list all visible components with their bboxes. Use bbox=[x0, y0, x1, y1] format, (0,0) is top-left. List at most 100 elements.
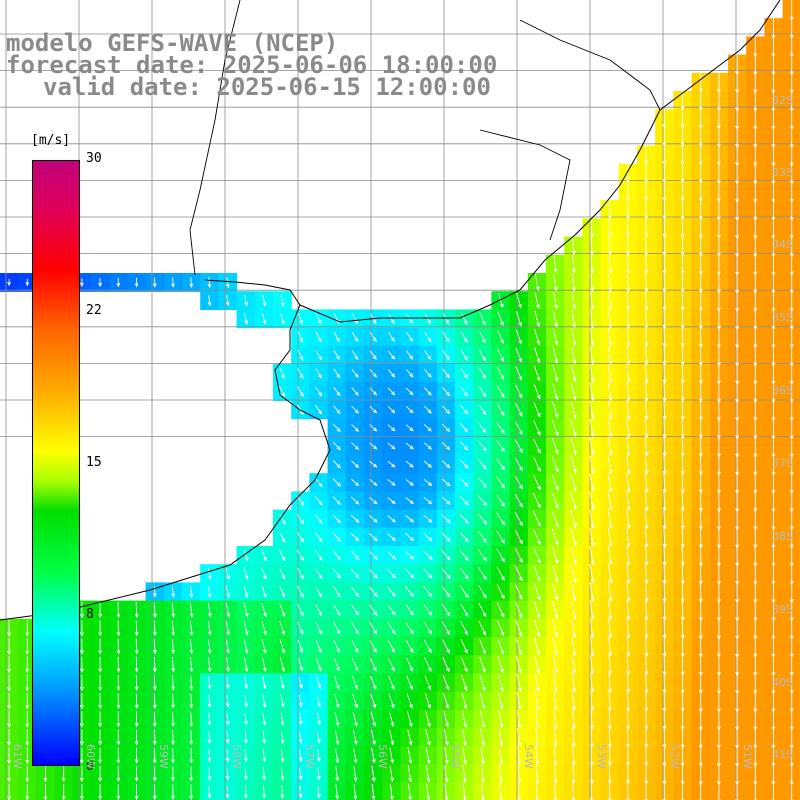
wind-arrow bbox=[387, 460, 396, 468]
wind-arrow bbox=[589, 509, 595, 529]
wind-arrow bbox=[442, 368, 450, 379]
wind-arrow bbox=[423, 460, 433, 468]
wind-arrow bbox=[535, 764, 540, 784]
wind-arrow bbox=[370, 711, 377, 727]
wind-arrow bbox=[387, 533, 396, 542]
wind-arrow bbox=[514, 565, 523, 582]
wind-arrow bbox=[333, 657, 340, 672]
wind-arrow bbox=[406, 675, 413, 691]
wind-arrow bbox=[608, 327, 613, 347]
wind-arrow bbox=[353, 748, 358, 764]
wind-arrow bbox=[626, 599, 631, 621]
wind-arrow bbox=[533, 493, 541, 509]
wind-arrow bbox=[535, 746, 540, 766]
wind-arrow bbox=[389, 747, 395, 764]
wind-arrow bbox=[626, 254, 631, 275]
wind-arrow bbox=[478, 477, 487, 488]
wind-arrow bbox=[514, 511, 523, 527]
wind-arrow bbox=[497, 674, 504, 692]
wind-arrow bbox=[680, 599, 685, 622]
wind-arrow bbox=[771, 780, 776, 800]
wind-arrow bbox=[262, 749, 267, 763]
wind-arrow bbox=[387, 479, 396, 486]
wind-arrow bbox=[589, 636, 595, 657]
wind-arrow bbox=[350, 478, 360, 487]
wind-arrow bbox=[496, 494, 506, 507]
wind-arrow bbox=[369, 424, 378, 432]
wind-arrow bbox=[589, 600, 595, 621]
wind-arrow bbox=[499, 764, 504, 784]
wind-arrow bbox=[480, 728, 486, 747]
wind-arrow bbox=[533, 601, 541, 619]
wind-arrow bbox=[116, 602, 121, 619]
lat-label: 33S bbox=[772, 166, 793, 179]
wind-arrow bbox=[462, 728, 468, 747]
wind-arrow bbox=[333, 405, 341, 415]
wind-arrow bbox=[626, 509, 631, 530]
wind-arrow bbox=[626, 726, 631, 749]
wind-arrow bbox=[369, 639, 377, 653]
wind-arrow bbox=[134, 620, 139, 637]
wind-arrow bbox=[426, 765, 431, 783]
wind-arrow bbox=[7, 710, 12, 728]
colorbar-tick: 15 bbox=[86, 455, 102, 470]
wind-arrow bbox=[350, 460, 360, 469]
wind-arrow bbox=[297, 603, 304, 617]
lat-label: 35S bbox=[772, 311, 793, 324]
wind-arrow bbox=[533, 529, 541, 546]
wind-arrow bbox=[552, 600, 559, 620]
wind-arrow bbox=[171, 766, 175, 782]
wind-arrow bbox=[369, 332, 377, 342]
wind-arrow bbox=[662, 381, 667, 403]
wind-arrow bbox=[626, 454, 631, 475]
wind-arrow bbox=[134, 766, 139, 782]
wind-arrow bbox=[608, 709, 613, 730]
coastline bbox=[0, 0, 781, 621]
wind-arrow bbox=[680, 417, 685, 439]
wind-arrow bbox=[478, 602, 487, 618]
wind-arrow bbox=[116, 747, 121, 764]
wind-arrow bbox=[571, 782, 576, 800]
wind-arrow bbox=[498, 746, 504, 766]
wind-arrow bbox=[478, 459, 487, 470]
wind-arrow bbox=[333, 350, 341, 361]
wind-arrow bbox=[662, 272, 667, 293]
wind-arrow bbox=[243, 785, 248, 799]
wind-arrow bbox=[79, 747, 84, 765]
lon-label: 54W bbox=[522, 744, 535, 769]
wind-arrow bbox=[570, 455, 577, 474]
wind-arrow bbox=[424, 675, 432, 691]
wind-arrow bbox=[335, 784, 340, 800]
wind-arrow bbox=[496, 530, 505, 544]
wind-arrow bbox=[279, 603, 286, 618]
wind-arrow bbox=[534, 292, 540, 310]
wind-arrow bbox=[662, 635, 667, 658]
wind-arrow bbox=[644, 690, 649, 712]
wind-arrow bbox=[423, 586, 433, 598]
wind-arrow bbox=[424, 657, 432, 672]
wind-arrow bbox=[589, 473, 595, 493]
wind-arrow bbox=[662, 363, 667, 384]
wind-arrow bbox=[626, 708, 631, 730]
wind-arrow bbox=[551, 492, 559, 510]
wind-arrow bbox=[608, 600, 613, 621]
wind-arrow bbox=[533, 456, 541, 473]
wind-arrow bbox=[589, 418, 595, 438]
wind-arrow bbox=[207, 585, 212, 599]
wind-arrow bbox=[425, 711, 431, 728]
wind-arrow bbox=[626, 400, 631, 420]
wind-arrow bbox=[589, 745, 594, 767]
wind-arrow bbox=[514, 493, 523, 508]
wind-arrow bbox=[644, 527, 649, 548]
wind-arrow bbox=[515, 384, 523, 399]
wind-arrow bbox=[626, 618, 631, 639]
wind-arrow bbox=[225, 585, 231, 599]
wind-arrow bbox=[333, 621, 341, 635]
wind-arrow bbox=[7, 619, 12, 637]
wind-arrow bbox=[297, 349, 304, 361]
wind-arrow bbox=[462, 746, 467, 765]
wind-arrow bbox=[626, 527, 631, 548]
wind-arrow bbox=[116, 693, 121, 710]
wind-arrow bbox=[387, 387, 396, 396]
wind-arrow bbox=[496, 440, 505, 453]
